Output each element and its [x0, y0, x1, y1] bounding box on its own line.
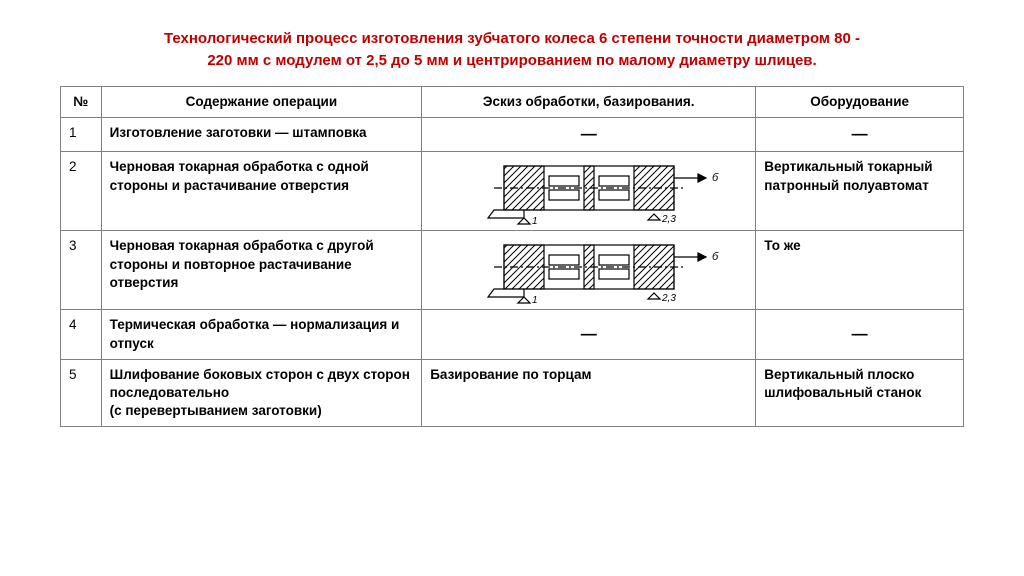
- cell-num: 1: [61, 117, 102, 152]
- table-row: 2 Черновая токарная обработка с одной ст…: [61, 152, 964, 231]
- cell-sketch-dash: —: [422, 310, 756, 359]
- sketch-label-bl: 1: [532, 216, 538, 226]
- col-header-sketch: Эскиз обработки, базирования.: [422, 86, 756, 117]
- sketch-label-bl: 1: [532, 295, 538, 305]
- cell-equipment: Вертикальный плоско шлифовальный станок: [756, 359, 964, 427]
- lathe-sketch-icon: б 1 2,3: [454, 235, 724, 305]
- cell-sketch-text: Базирование по торцам: [422, 359, 756, 427]
- cell-equipment-dash: —: [756, 117, 964, 152]
- sketch-label-br: 2,3: [661, 293, 676, 304]
- cell-num: 4: [61, 310, 102, 359]
- col-header-num: №: [61, 86, 102, 117]
- col-header-operation: Содержание операции: [101, 86, 422, 117]
- table-row: 4 Термическая обработка — нормализация и…: [61, 310, 964, 359]
- cell-sketch: б 1 2,3: [422, 231, 756, 310]
- sketch-label-br: 2,3: [661, 214, 676, 225]
- sketch-label-right: б: [712, 251, 719, 263]
- table-header-row: № Содержание операции Эскиз обработки, б…: [61, 86, 964, 117]
- col-header-equipment: Оборудование: [756, 86, 964, 117]
- table-row: 3 Черновая токарная обработка с другой с…: [61, 231, 964, 310]
- cell-num: 3: [61, 231, 102, 310]
- cell-operation: Черновая токарная обработка с одной стор…: [101, 152, 422, 231]
- cell-sketch-dash: —: [422, 117, 756, 152]
- process-table: № Содержание операции Эскиз обработки, б…: [60, 86, 964, 428]
- cell-num: 2: [61, 152, 102, 231]
- page-title: Технологический процесс изготовления зуб…: [60, 28, 964, 72]
- cell-equipment: То же: [756, 231, 964, 310]
- cell-equipment: Вертикальный токарный патронный полуавто…: [756, 152, 964, 231]
- sketch-label-right: б: [712, 172, 719, 184]
- title-line-2: 220 мм с модулем от 2,5 до 5 мм и центри…: [207, 52, 816, 69]
- cell-num: 5: [61, 359, 102, 427]
- cell-equipment-dash: —: [756, 310, 964, 359]
- cell-operation: Шлифование боковых сторон с двух сторон …: [101, 359, 422, 427]
- cell-sketch: б 1 2,3: [422, 152, 756, 231]
- cell-operation: Термическая обработка — нормализация и о…: [101, 310, 422, 359]
- cell-operation: Черновая токарная обработка с другой сто…: [101, 231, 422, 310]
- cell-operation: Изготовление заготовки — штамповка: [101, 117, 422, 152]
- lathe-sketch-icon: б 1 2,3: [454, 156, 724, 226]
- title-line-1: Технологический процесс изготовления зуб…: [164, 30, 860, 47]
- table-row: 1 Изготовление заготовки — штамповка — —: [61, 117, 964, 152]
- table-row: 5 Шлифование боковых сторон с двух сторо…: [61, 359, 964, 427]
